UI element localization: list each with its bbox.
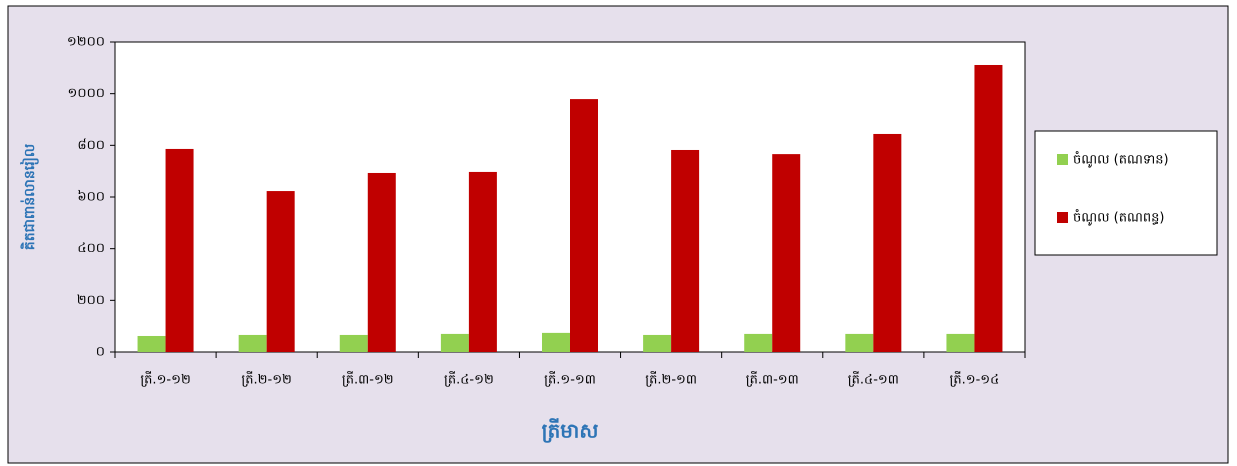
- bar: [468, 171, 497, 352]
- x-tick-label: ត្រី.៣-១២: [342, 371, 394, 388]
- bar: [165, 148, 194, 352]
- legend-swatch: [1057, 212, 1068, 223]
- legend-swatch: [1057, 154, 1068, 165]
- y-tick-label: ២០០: [77, 293, 105, 308]
- bar: [744, 333, 773, 352]
- legend-label: ចំណូល (តណពន្ធ): [1073, 209, 1164, 227]
- y-tick-label: ១០០០: [68, 86, 105, 101]
- bar: [137, 335, 166, 352]
- bar: [339, 334, 368, 352]
- y-tick-label: ៨០០: [77, 138, 105, 153]
- bar: [974, 64, 1003, 352]
- bar: [542, 332, 570, 352]
- x-tick-label: ត្រី.២-១២: [241, 371, 291, 388]
- bar: [238, 334, 267, 352]
- bar: [367, 172, 396, 352]
- x-tick-label: ត្រី.១-១២: [140, 371, 190, 388]
- y-tick-label: ០: [96, 345, 105, 360]
- x-tick-label: ត្រី.១-១៤: [950, 371, 1000, 388]
- bar: [873, 133, 902, 352]
- bar: [772, 154, 801, 352]
- bar: [671, 149, 700, 352]
- x-axis-label: ត្រីមាស: [542, 418, 599, 444]
- bar: [440, 333, 469, 352]
- x-tick-label: ត្រី.៤-១៣: [848, 371, 899, 388]
- legend-label: ចំណូល (តណទាន): [1073, 151, 1169, 169]
- legend: [1034, 130, 1218, 256]
- bar: [946, 333, 975, 352]
- bar: [845, 333, 874, 352]
- y-tick-label: ១២០០: [67, 35, 105, 50]
- x-tick-label: ត្រី.៣-១៣: [746, 371, 799, 388]
- y-tick-label: ៤០០: [77, 241, 105, 256]
- bar: [643, 334, 672, 352]
- bar: [570, 99, 598, 352]
- y-axis-label: គិតជាពាន់លានរៀល: [20, 144, 39, 250]
- x-tick-label: ត្រី.១-១៣: [544, 371, 596, 388]
- x-tick-label: ត្រី.៤-១២: [444, 371, 494, 388]
- x-tick-label: ត្រី.២-១៣: [645, 371, 697, 388]
- bar: [266, 191, 295, 352]
- y-tick-label: ៦០០: [77, 190, 105, 205]
